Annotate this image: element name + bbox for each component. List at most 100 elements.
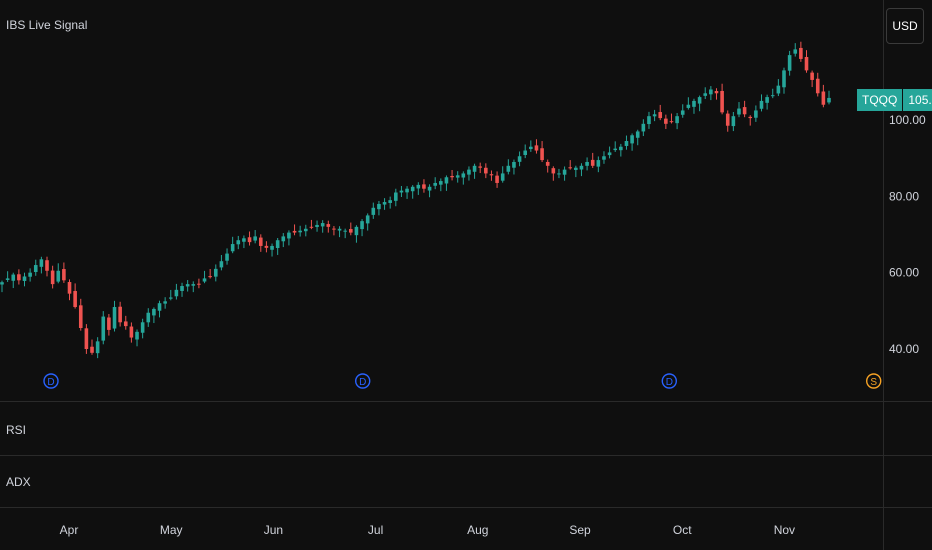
- candle-body: [422, 184, 426, 189]
- candle-body: [39, 259, 44, 267]
- candle-body: [692, 100, 696, 107]
- rsi-pane-label: RSI: [6, 423, 27, 437]
- y-tick-label: 80.00: [889, 189, 919, 203]
- x-tick-label: Aug: [467, 523, 488, 537]
- adx-pane-label: ADX: [6, 475, 31, 489]
- candle-body: [697, 97, 702, 104]
- candle-body: [84, 328, 89, 349]
- candle-body: [135, 331, 139, 340]
- candle-body: [365, 215, 370, 224]
- candle-body: [680, 110, 685, 115]
- candle-body: [197, 283, 201, 285]
- candle-body: [332, 228, 336, 230]
- candle-body: [320, 223, 325, 227]
- candle-body: [247, 237, 252, 243]
- candle-body: [512, 161, 516, 168]
- candle-body: [56, 270, 61, 282]
- candle-body: [123, 321, 128, 327]
- candle-body: [90, 346, 94, 353]
- candle-body: [326, 224, 331, 227]
- candle-body: [703, 93, 708, 96]
- candle-body: [770, 95, 775, 97]
- candle-body: [292, 230, 297, 233]
- candle-body: [50, 270, 55, 285]
- candle-body: [619, 146, 623, 151]
- x-tick-label: May: [160, 523, 183, 537]
- candle-body: [827, 97, 831, 103]
- candle-body: [5, 278, 10, 280]
- candle-body: [219, 261, 224, 268]
- candle-body: [720, 90, 724, 113]
- candle-body: [17, 274, 21, 281]
- candle-body: [754, 110, 758, 118]
- candle-body: [765, 97, 769, 103]
- dividend-marker: [43, 373, 59, 389]
- candle-body: [157, 303, 162, 311]
- candle-body: [73, 291, 77, 308]
- candle-body: [371, 207, 376, 215]
- candle-body: [607, 152, 612, 156]
- candle-body: [540, 148, 544, 161]
- candle-body: [112, 307, 117, 329]
- candle-body: [258, 237, 263, 246]
- candle-body: [191, 284, 196, 286]
- candle-body: [0, 282, 4, 285]
- candle-body: [669, 121, 674, 123]
- candle-body: [382, 202, 387, 205]
- candle-body: [574, 167, 578, 170]
- candle-body: [264, 245, 269, 248]
- candle-body: [793, 49, 798, 54]
- candle-body: [416, 184, 421, 189]
- candle-body: [275, 240, 280, 249]
- candle-body: [208, 276, 212, 278]
- split-marker: [866, 373, 882, 389]
- dividend-marker: [661, 373, 678, 389]
- candle-body: [759, 100, 764, 109]
- last-price-value: 105.78: [903, 89, 932, 111]
- candle-body: [613, 148, 618, 151]
- candle-body: [506, 165, 511, 172]
- candle-body: [185, 284, 190, 287]
- candle-body: [236, 240, 241, 245]
- candle-body: [461, 173, 466, 178]
- candle-body: [799, 47, 803, 59]
- candle-body: [439, 181, 443, 185]
- currency-selector[interactable]: USD: [886, 8, 924, 44]
- candle-body: [427, 186, 432, 191]
- candle-body: [596, 160, 601, 167]
- candle-body: [579, 165, 584, 170]
- candle-body: [776, 85, 781, 94]
- candle-body: [534, 145, 539, 151]
- candle-body: [405, 188, 409, 193]
- candle-body: [529, 146, 533, 150]
- candle-body: [152, 308, 156, 316]
- x-tick-label: Jul: [368, 523, 383, 537]
- candle-body: [95, 341, 100, 354]
- candle-body: [478, 166, 482, 168]
- candle-body: [810, 72, 814, 80]
- candle-body: [394, 192, 398, 201]
- candle-body: [714, 91, 719, 94]
- candle-body: [742, 107, 747, 115]
- last-price-tag: TQQQ 105.78: [857, 89, 932, 111]
- candle-body: [315, 224, 319, 228]
- candle-body: [725, 113, 730, 126]
- candle-body: [287, 232, 291, 239]
- candle-body: [180, 286, 184, 291]
- candle-body: [28, 272, 32, 277]
- candle-body: [174, 289, 179, 297]
- candle-body: [602, 156, 606, 160]
- candle-body: [225, 253, 229, 261]
- candle-body: [495, 175, 499, 183]
- y-tick-label: 40.00: [889, 342, 919, 356]
- candle-body: [821, 91, 826, 105]
- candle-body: [163, 301, 167, 304]
- candle-body: [33, 265, 38, 272]
- candle-body: [647, 116, 651, 125]
- candle-body: [455, 175, 460, 178]
- event-marker-label: D: [666, 377, 673, 388]
- candle-body: [298, 230, 302, 233]
- candle-body: [270, 245, 274, 250]
- candle-body: [399, 190, 404, 193]
